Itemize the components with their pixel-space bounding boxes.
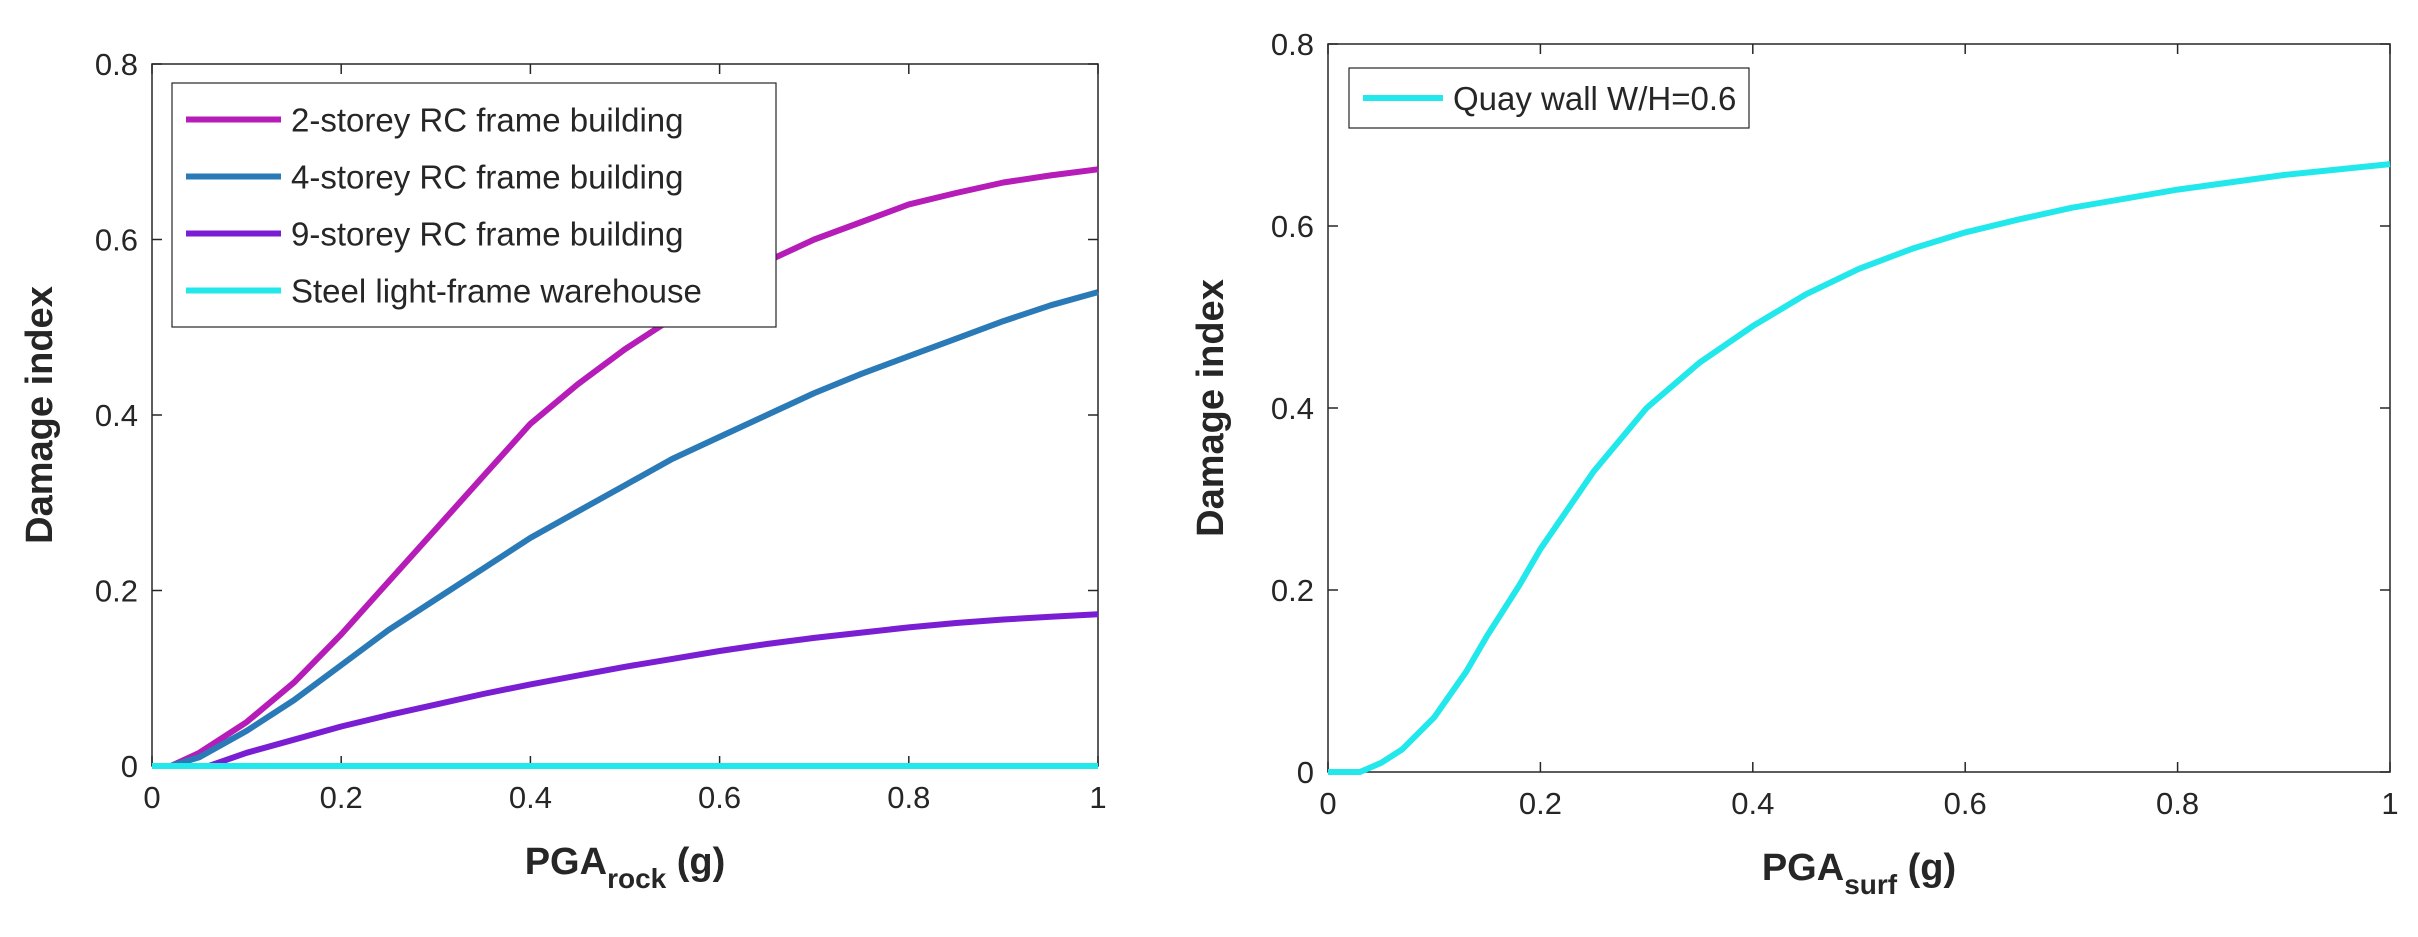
series-line-1 [1328, 161, 2391, 775]
x-tick-label: 0.8 [887, 780, 930, 815]
x-axis-label-unit: (g) [1897, 847, 1956, 889]
chart-left: 0 0.2 0.4 0.6 0.8 1 0 0.2 0.4 0.6 0.8 PGArock (g) Da… [19, 47, 1107, 894]
x-tick-label: 1 [1089, 780, 1106, 815]
y-tick-label: 0.4 [95, 398, 138, 433]
legend-label: Quay wall W/H=0.6 [1453, 80, 1736, 117]
y-axis-label: Damage index [1190, 279, 1232, 537]
legend-label: 9-storey RC frame building [291, 216, 684, 253]
x-tick-label: 1 [2381, 786, 2398, 821]
chart-right: 0 0.2 0.4 0.6 0.8 1 0 0.2 0.4 0.6 0.8 PGAsurf (g) Da… [1190, 27, 2399, 900]
x-axis-label-unit: (g) [666, 841, 725, 883]
x-axis-label-main: PGA [1762, 847, 1844, 889]
legend-label: 4-storey RC frame building [291, 159, 684, 196]
legend-box [171, 82, 777, 328]
y-tick-label: 0.8 [95, 47, 138, 82]
x-axis-label: PGArock (g) [525, 841, 726, 894]
x-axis-label-subscript: rock [607, 863, 667, 894]
x-tick-label: 0 [1319, 786, 1336, 821]
legend: 2-storey RC frame building 4-storey RC fr… [171, 82, 777, 328]
legend-label: Steel light-frame warehouse [291, 273, 702, 310]
y-tick-label: 0.6 [1271, 209, 1314, 244]
y-tick-label: 0.4 [1271, 391, 1314, 426]
y-axis-label: Damage index [19, 286, 61, 544]
series-line-1 [169, 166, 1099, 769]
x-tick-label: 0.2 [1519, 786, 1562, 821]
legend: Quay wall W/H=0.6 [1348, 67, 1750, 129]
y-tick-label: 0.8 [1271, 27, 1314, 62]
y-tick-label: 0 [121, 749, 138, 784]
y-tick-label: 0.6 [95, 223, 138, 258]
series-line-3 [207, 611, 1099, 769]
x-axis-label-main: PGA [525, 841, 607, 883]
legend-label: 2-storey RC frame building [291, 102, 684, 139]
x-tick-label: 0.4 [1731, 786, 1774, 821]
series-line-2 [170, 289, 1099, 769]
x-tick-label: 0.6 [698, 780, 741, 815]
x-tick-label: 0.2 [320, 780, 363, 815]
x-axis-label-subscript: surf [1844, 869, 1898, 900]
x-tick-label: 0.6 [1944, 786, 1987, 821]
y-tick-label: 0 [1297, 755, 1314, 790]
y-tick-label: 0.2 [95, 574, 138, 609]
x-tick-label: 0.8 [2156, 786, 2199, 821]
x-axis-label: PGAsurf (g) [1762, 847, 1956, 900]
x-tick-label: 0.4 [509, 780, 552, 815]
y-tick-label: 0.2 [1271, 573, 1314, 608]
x-tick-label: 0 [143, 780, 160, 815]
plot-area [1327, 43, 2391, 773]
